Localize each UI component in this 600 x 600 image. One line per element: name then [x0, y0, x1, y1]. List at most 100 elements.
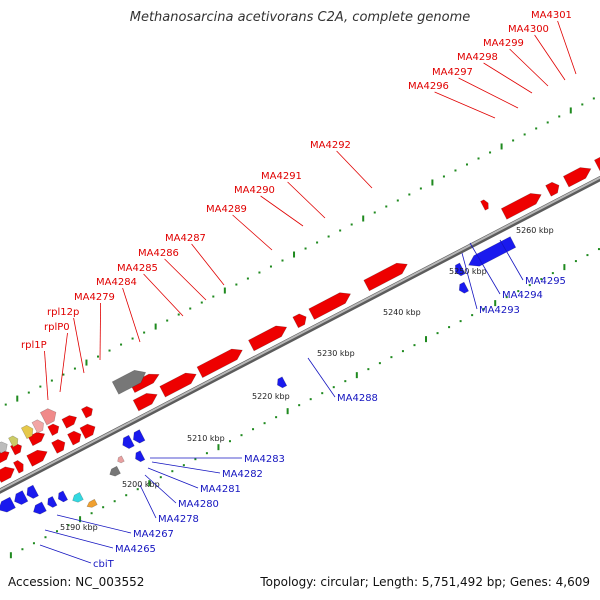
- tick-mark: [350, 223, 353, 226]
- forward-gene-arrow: [545, 181, 560, 197]
- pink-feature: [31, 419, 44, 434]
- forward-gene-label: MA4297: [432, 67, 473, 78]
- tick-mark: [517, 290, 520, 293]
- tick-mark: [586, 254, 589, 257]
- tick-mark: [148, 480, 151, 487]
- tick-mark: [535, 127, 538, 130]
- tick-mark: [286, 408, 289, 415]
- tick-mark: [413, 344, 416, 347]
- forward-gene-label: MA4289: [206, 204, 247, 215]
- tick-mark: [332, 386, 335, 389]
- tick-mark: [298, 404, 301, 407]
- forward-label-leader: [143, 273, 184, 317]
- tick-mark: [540, 278, 543, 281]
- reverse-gene-arrow: [133, 429, 146, 444]
- reverse-gene-label: MA4288: [337, 393, 378, 404]
- tick-mark: [448, 326, 451, 329]
- forward-gene-arrow: [26, 449, 48, 467]
- forward-label-leader: [458, 77, 519, 109]
- gray-feature: [0, 441, 8, 454]
- tick-mark: [50, 379, 53, 382]
- tick-mark: [90, 512, 93, 515]
- forward-gene-label: MA4286: [138, 248, 179, 259]
- reverse-gene-arrow: [277, 376, 288, 389]
- reverse-gene-arrow: [468, 236, 517, 267]
- reverse-gene-label: MA4265: [115, 544, 156, 555]
- tick-mark: [436, 332, 439, 335]
- reverse-label-leader: [144, 474, 177, 504]
- tick-mark: [309, 398, 312, 401]
- reverse-gene-label: MA4280: [178, 499, 219, 510]
- forward-gene-arrow: [51, 439, 66, 454]
- tick-mark: [39, 385, 42, 388]
- forward-gene-arrow: [81, 406, 93, 419]
- tick-mark: [32, 542, 35, 545]
- tick-mark: [581, 103, 584, 106]
- tick-mark: [512, 139, 515, 142]
- tick-mark: [546, 121, 549, 124]
- tick-mark: [102, 506, 105, 509]
- tick-mark: [367, 368, 370, 371]
- reverse-label-leader: [307, 357, 336, 398]
- reverse-gene-arrow: [33, 501, 47, 515]
- forward-gene-arrow: [593, 156, 600, 172]
- reverse-gene-label: MA4295: [525, 276, 566, 287]
- reverse-gene-label: cbiT: [93, 559, 115, 570]
- cyan-feature: [72, 491, 84, 503]
- tick-mark: [482, 308, 485, 311]
- reverse-label-leader: [461, 252, 478, 310]
- forward-gene-arrow: [79, 423, 96, 440]
- reverse-gene-label: MA4294: [502, 290, 543, 301]
- tick-mark: [477, 157, 480, 160]
- tick-mark: [431, 179, 434, 186]
- yellow-feature: [20, 424, 34, 440]
- tick-mark: [442, 175, 445, 178]
- tick-mark: [189, 307, 192, 310]
- tick-mark: [62, 373, 65, 376]
- forward-label-leader: [260, 195, 304, 227]
- tick-mark: [67, 524, 70, 527]
- tick-mark: [171, 470, 174, 473]
- tick-mark: [401, 350, 404, 353]
- tick-mark: [120, 343, 123, 346]
- tick-mark: [500, 143, 503, 150]
- tick-mark: [592, 97, 595, 100]
- pink-feature: [117, 455, 125, 464]
- tick-mark: [200, 301, 203, 304]
- forward-gene-arrow: [292, 313, 307, 329]
- genome-summary-text: Topology: circular; Length: 5,751,492 bp…: [260, 575, 590, 589]
- tick-mark: [85, 359, 88, 366]
- tick-mark: [252, 428, 255, 431]
- reverse-label-leader: [147, 467, 199, 489]
- tick-mark: [44, 536, 47, 539]
- scale-label: 5260 kbp: [516, 226, 554, 235]
- forward-gene-arrow: [0, 466, 15, 483]
- forward-label-leader: [73, 317, 85, 374]
- forward-label-leader: [164, 258, 207, 301]
- tick-mark: [396, 199, 399, 202]
- tick-mark: [465, 163, 468, 166]
- tick-mark: [131, 337, 134, 340]
- tick-mark: [551, 272, 554, 275]
- tick-mark: [154, 323, 157, 330]
- tick-mark: [56, 530, 59, 533]
- tick-mark: [79, 516, 82, 523]
- forward-label-leader: [534, 34, 566, 81]
- tick-mark: [73, 367, 76, 370]
- tick-mark: [212, 295, 215, 298]
- yellow-feature: [8, 435, 19, 448]
- forward-gene-label: MA4291: [261, 171, 302, 182]
- forward-gene-label: MA4296: [408, 81, 449, 92]
- scale-label: 5210 kbp: [187, 434, 225, 443]
- forward-gene-arrow: [61, 415, 78, 429]
- tick-mark: [96, 355, 99, 358]
- tick-mark: [528, 284, 531, 287]
- tick-mark: [269, 265, 272, 268]
- reverse-gene-arrow: [458, 281, 470, 294]
- tick-mark: [258, 271, 261, 274]
- scale-label: 5200 kbp: [122, 480, 160, 489]
- tick-mark: [293, 251, 296, 258]
- tick-mark: [9, 552, 12, 559]
